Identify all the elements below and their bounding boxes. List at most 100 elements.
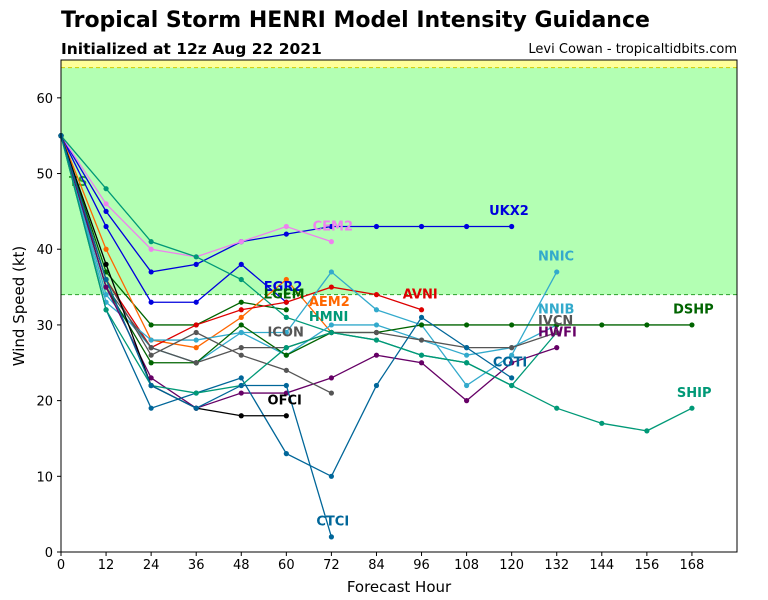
point-avni-72 xyxy=(328,284,334,290)
point-ukx2-108 xyxy=(464,223,470,230)
point-cem2-60 xyxy=(283,223,289,230)
point-ukx2-12 xyxy=(103,208,109,214)
point-ukx2-60 xyxy=(283,231,289,237)
series-label-hwfi: HWFI xyxy=(538,325,577,340)
point-nnib-72 xyxy=(328,322,334,328)
point-ukx2-120 xyxy=(509,223,515,230)
chart-subtitle: Initialized at 12z Aug 22 2021 xyxy=(61,40,322,58)
series-label-ctci: CTCI xyxy=(316,515,349,530)
point-coti-60 xyxy=(283,451,289,457)
point-egr2-12 xyxy=(103,223,109,230)
series-line-hwfi xyxy=(60,135,557,409)
x-tick-label: 48 xyxy=(233,558,250,573)
point-dshp-156 xyxy=(644,322,650,328)
point-ship-144 xyxy=(599,420,605,426)
point-ctci-36 xyxy=(193,405,199,411)
point-avni-36 xyxy=(193,322,199,328)
point-dshp-48 xyxy=(238,322,244,328)
point-hwfi-84 xyxy=(373,352,380,358)
point-lgem-60 xyxy=(283,307,289,313)
x-tick-label: 96 xyxy=(413,558,430,573)
series-label-cem2: CEM2 xyxy=(313,219,353,234)
point-dshp-24 xyxy=(148,360,154,366)
point-coti-120 xyxy=(509,375,515,381)
band-upper-1 xyxy=(61,60,737,68)
x-tick-label: 120 xyxy=(499,558,524,573)
y-tick-label: 10 xyxy=(36,470,53,485)
x-tick-label: 0 xyxy=(57,558,65,573)
model-series xyxy=(58,133,695,540)
point-coti-84 xyxy=(373,382,380,389)
point-dshp-96 xyxy=(418,322,425,328)
point-hwfi-72 xyxy=(328,375,334,381)
x-tick-label: 36 xyxy=(188,558,205,573)
series-label-hmni: HMNI xyxy=(309,310,349,325)
series-label-dshp: DSHP xyxy=(673,303,714,318)
series-label-ofci: OFCI xyxy=(268,393,302,408)
point-ctci-24 xyxy=(148,382,154,389)
y-tick-label: 50 xyxy=(36,168,53,183)
series-label-coti: COTI xyxy=(493,356,527,371)
point-nnic-60 xyxy=(283,329,289,336)
series-label-lgem: LGEM xyxy=(264,287,305,302)
series-egr2 xyxy=(58,133,289,305)
point-icon-60 xyxy=(283,367,289,373)
point-ship-84 xyxy=(373,337,380,343)
point-hwfi-24 xyxy=(148,375,154,381)
point-hwfi-96 xyxy=(418,360,425,366)
x-tick-label: 132 xyxy=(544,558,569,573)
axes: 0 12 24 36 48 60 72 84 96 108 120 132 144 156 168 0 10 20… xyxy=(36,92,704,573)
point-ship-132 xyxy=(554,405,560,411)
point-ship-96 xyxy=(418,352,425,358)
point-ctci-60 xyxy=(283,382,289,389)
point-icon-48 xyxy=(238,352,244,358)
point-nnic-132 xyxy=(554,269,560,275)
point-aem2-12 xyxy=(103,246,109,252)
point-ctci-72 xyxy=(328,534,334,540)
x-tick-label: 108 xyxy=(454,558,479,573)
x-tick-label: 84 xyxy=(368,558,385,573)
point-ukx2-36 xyxy=(193,261,199,267)
x-tick-label: 12 xyxy=(98,558,115,573)
point-ukx2-84 xyxy=(373,223,380,230)
point-hmni-24 xyxy=(148,239,154,245)
point-lgem-24 xyxy=(148,322,154,328)
point-avni-60 xyxy=(283,299,289,305)
point-nnic-120 xyxy=(509,352,515,358)
series-aem2 xyxy=(58,133,334,351)
point-dshp-144 xyxy=(599,322,605,328)
point-egr2-24 xyxy=(148,299,154,305)
point-ship-108 xyxy=(464,360,470,366)
series-label-aem2: AEM2 xyxy=(309,295,350,310)
point-cem2-72 xyxy=(328,239,334,245)
series-nnic xyxy=(58,133,560,389)
point-coti-108 xyxy=(464,345,470,351)
point-ivcn-120 xyxy=(509,345,515,351)
series-label-ship: SHIP xyxy=(677,386,712,401)
point-nnic-108 xyxy=(464,382,470,389)
point-nnic-72 xyxy=(328,269,334,275)
point-cem2-48 xyxy=(238,239,244,245)
point-ship-60 xyxy=(283,345,289,351)
point-aem2-60 xyxy=(283,276,289,283)
series-coti xyxy=(58,133,515,479)
point-nnib-84 xyxy=(373,322,380,328)
chart-title: Tropical Storm HENRI Model Intensity Gui… xyxy=(61,8,650,33)
point-hwfi-108 xyxy=(464,398,470,404)
point-avni-84 xyxy=(373,292,380,298)
series-label-ukx2: UKX2 xyxy=(489,204,529,219)
point-ivcn-36 xyxy=(193,360,199,366)
point-coti-96 xyxy=(418,314,425,320)
point-hwfi-48 xyxy=(238,390,244,396)
point-egr2-48 xyxy=(238,261,244,267)
point-dshp-168 xyxy=(689,322,695,328)
x-tick-label: 156 xyxy=(634,558,659,573)
x-tick-label: 24 xyxy=(143,558,160,573)
point-avni-96 xyxy=(418,307,425,313)
point-nnib-48 xyxy=(238,329,244,336)
point-hwfi-12 xyxy=(103,284,109,290)
point-ivcn-48 xyxy=(238,345,244,351)
series-ship xyxy=(58,133,695,434)
point-hmni-36 xyxy=(193,254,199,260)
